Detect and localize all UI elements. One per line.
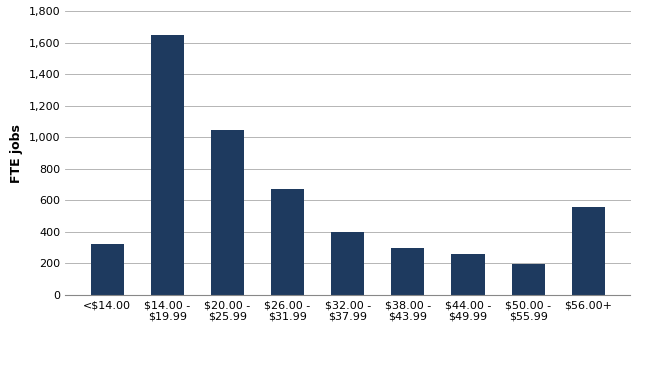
Bar [452,254,484,295]
Bar [151,35,184,295]
Bar [332,232,364,295]
Bar [91,244,124,295]
Bar [391,248,424,295]
Bar [572,208,604,295]
Bar [512,264,545,295]
Y-axis label: FTE jobs: FTE jobs [10,124,23,183]
Bar [211,130,244,295]
Bar [271,189,304,295]
